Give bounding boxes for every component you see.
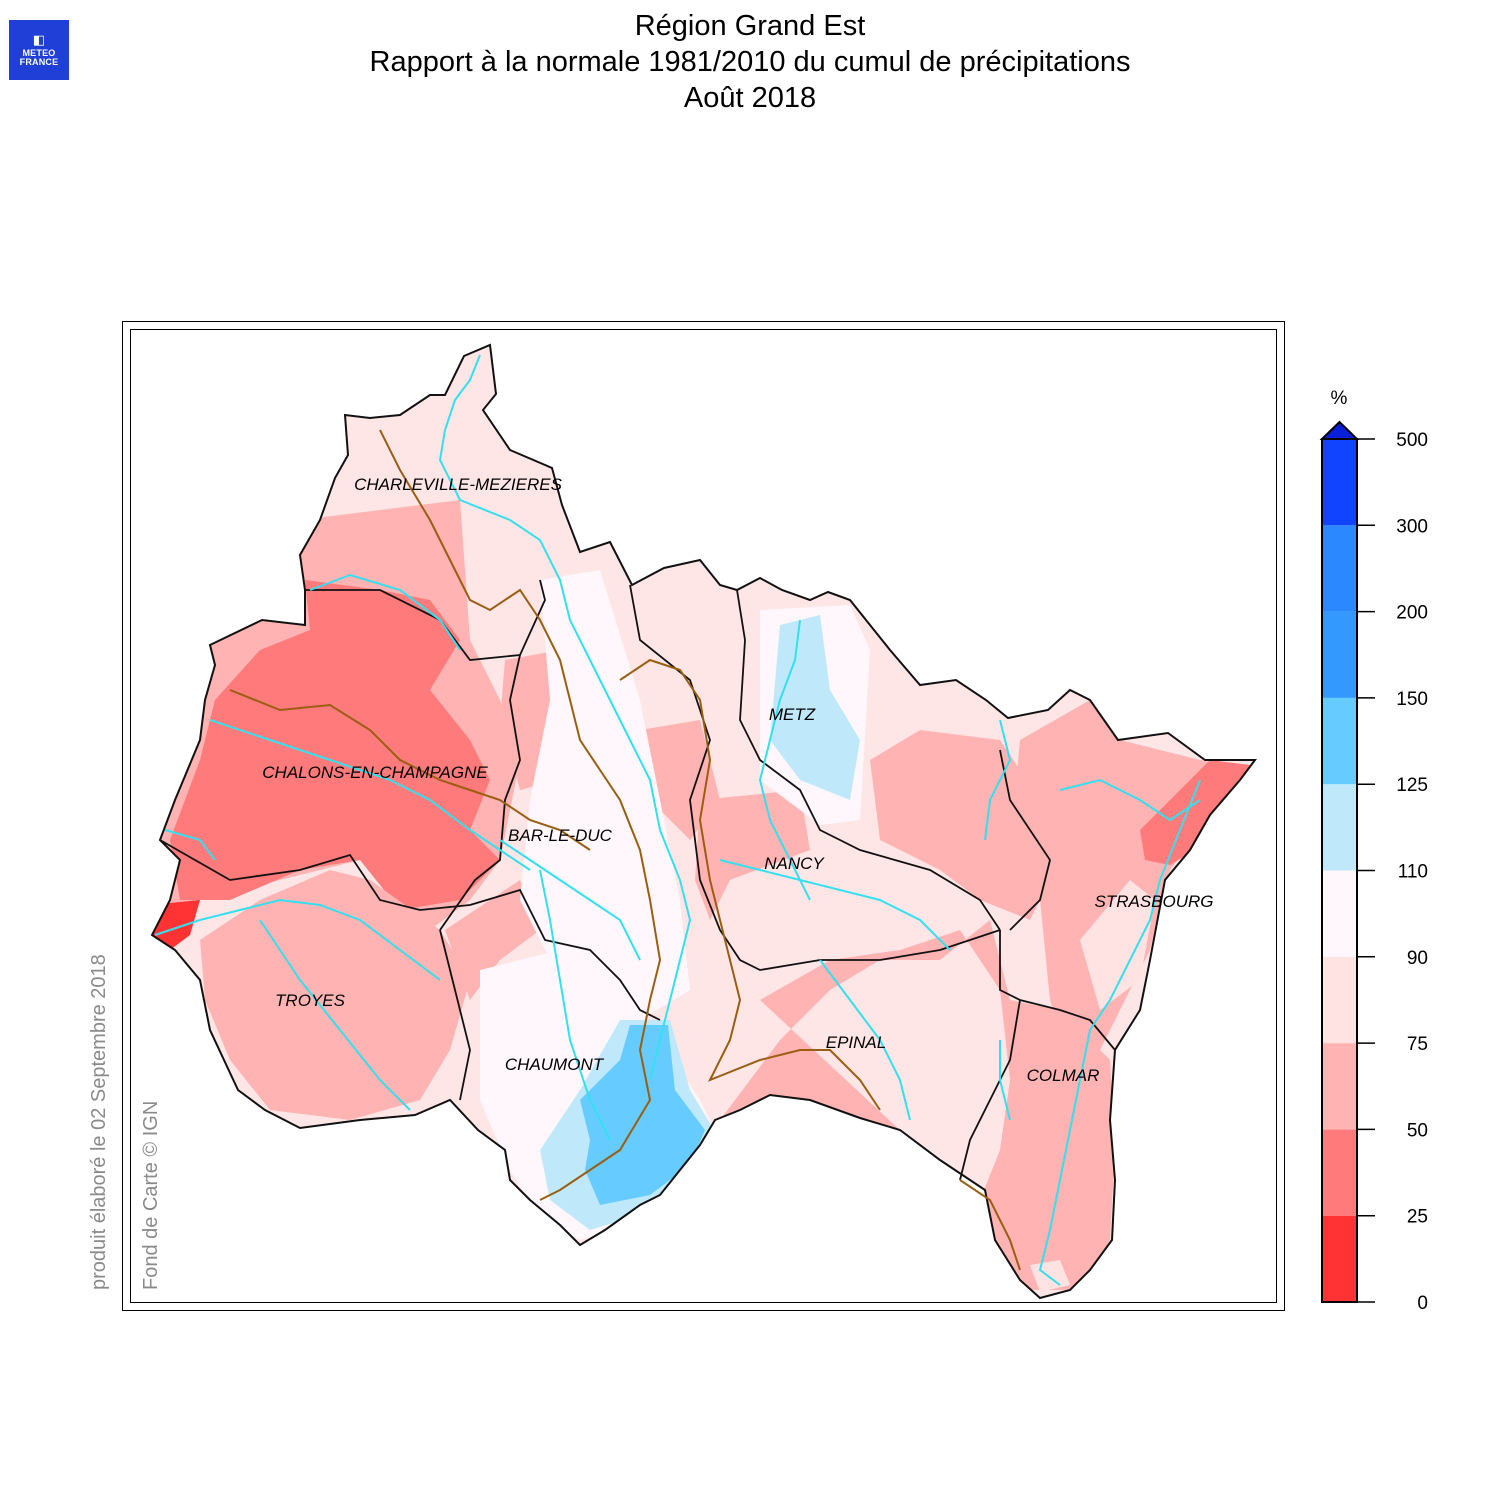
river-ornain: [499, 839, 641, 961]
title-line3: Août 2018: [683, 82, 817, 114]
field-alsace-25-50: [1140, 760, 1250, 865]
legend-swatch-5: [1322, 784, 1357, 871]
field-nancy-west: [695, 790, 810, 920]
river-meurthe: [719, 859, 951, 951]
field-aube-east: [445, 880, 540, 1000]
city-label-nancy: NANCY: [764, 854, 825, 873]
legend-tick-label-3: 75: [1407, 1034, 1428, 1055]
legend-tick-label-0: 0: [1417, 1293, 1428, 1314]
dept-border-marne-meuse: [439, 654, 521, 931]
river-moselle-south: [819, 959, 911, 1121]
department-borders: [159, 579, 1116, 1181]
city-label-troyes: TROYES: [275, 991, 346, 1010]
basin-borders: [229, 429, 1021, 1271]
logo-icon: ◧: [32, 32, 46, 47]
basin-border-rhine-south: [959, 1179, 1021, 1271]
city-label-charleville: CHARLEVILLE-MEZIERES: [354, 475, 562, 494]
river-rhine: [1089, 779, 1201, 1031]
city-labels: CHARLEVILLE-MEZIERES METZ CHALONS-EN-CHA…: [262, 475, 1213, 1085]
dept-border-moselle-meurthe: [736, 589, 1001, 931]
city-label-colmar: COLMAR: [1027, 1066, 1100, 1085]
legend-tick-label-5: 110: [1398, 862, 1428, 883]
legend-unit: %: [1331, 388, 1348, 409]
field-chaumont-125-150: [580, 1025, 705, 1205]
logo-line1: METEO: [22, 48, 56, 58]
legend-tick-label-6: 125: [1396, 775, 1428, 796]
river-aisne: [309, 573, 461, 651]
map-frame-inner: [130, 329, 1277, 1303]
legend-overflow-triangle: [1319, 420, 1360, 440]
dept-border-vosges-hautrhin: [959, 999, 1021, 1181]
legend-swatch-0: [1322, 1215, 1357, 1302]
rivers: [154, 354, 1201, 1286]
river-west-trib: [164, 829, 216, 861]
field-vosges-50-75: [720, 920, 1115, 1290]
city-label-bar-le-duc: BAR-LE-DUC: [508, 826, 613, 845]
field-meuse-valley-90-110: [520, 570, 690, 1020]
legend-tick-label-7: 150: [1396, 689, 1428, 710]
river-seine: [154, 898, 441, 981]
legend-swatch-3: [1322, 956, 1357, 1044]
legend-swatch-9: [1322, 439, 1357, 526]
river-aube: [259, 919, 411, 1111]
map-title: Région Grand Est Rapport à la normale 19…: [0, 8, 1500, 116]
basin-border-marne: [229, 689, 591, 851]
river-vosges-trib: [999, 1040, 1011, 1121]
title-line1: Région Grand Est: [634, 10, 866, 42]
dept-border-ardennes: [305, 579, 546, 661]
logo-line2: FRANCE: [19, 57, 59, 67]
legend-swatch-1: [1322, 1129, 1357, 1216]
dept-border-marne-aube: [159, 839, 471, 911]
region-border: [150, 343, 1257, 1300]
legend-swatch-7: [1322, 611, 1357, 698]
dept-border-moselle-alsace: [999, 749, 1051, 931]
dept-border-aube-hautemarne: [439, 929, 471, 1101]
field-strasbourg-75-90: [1080, 880, 1155, 1010]
color-legend: % 0 25 50 75 90 110 125 150 200 300 500: [1319, 388, 1428, 1314]
legend-swatch-6: [1322, 697, 1357, 785]
dept-border-meurthe: [629, 584, 1001, 971]
basin-border-moselle: [619, 658, 881, 1111]
city-label-metz: METZ: [769, 705, 816, 724]
title-line2: Rapport à la normale 1981/2010 du cumul …: [369, 46, 1131, 78]
city-label-chaumont: CHAUMONT: [505, 1055, 605, 1074]
legend-swatch-8: [1322, 525, 1357, 612]
river-moselle-north: [758, 619, 811, 901]
legend-tick-label-4: 90: [1407, 948, 1428, 969]
meteo-france-logo: ◧ METEO FRANCE: [9, 20, 69, 80]
field-champagne-25-50: [170, 580, 500, 910]
city-label-epinal: EPINAL: [826, 1033, 886, 1052]
field-metz-110-125: [770, 615, 860, 800]
river-meuse: [438, 354, 692, 1081]
basin-border-meuse-west: [379, 429, 662, 1201]
legend-tick-label-1: 25: [1407, 1207, 1428, 1228]
river-north-alsace: [1059, 778, 1201, 822]
river-ill: [1038, 1029, 1091, 1286]
precipitation-field: [152, 345, 1255, 1298]
legend-tick-label-2: 50: [1407, 1120, 1428, 1141]
legend-tick-label-9: 300: [1396, 516, 1428, 537]
city-label-chalons: CHALONS-EN-CHAMPAGNE: [262, 763, 488, 782]
legend-tick-label-10: 500: [1396, 430, 1428, 451]
river-sarre: [984, 719, 1012, 841]
river-marne: [539, 869, 611, 1141]
field-moselle-east: [870, 730, 1060, 920]
map-frame-outer: [122, 321, 1285, 1311]
dept-border-meuse-hautemarne: [469, 888, 661, 1021]
legend-swatch-4: [1322, 870, 1357, 957]
river-marne-trib: [209, 719, 531, 871]
legend-tick-label-8: 200: [1396, 603, 1428, 624]
city-label-strasbourg: STRASBOURG: [1094, 892, 1213, 911]
legend-swatch-2: [1322, 1043, 1357, 1130]
